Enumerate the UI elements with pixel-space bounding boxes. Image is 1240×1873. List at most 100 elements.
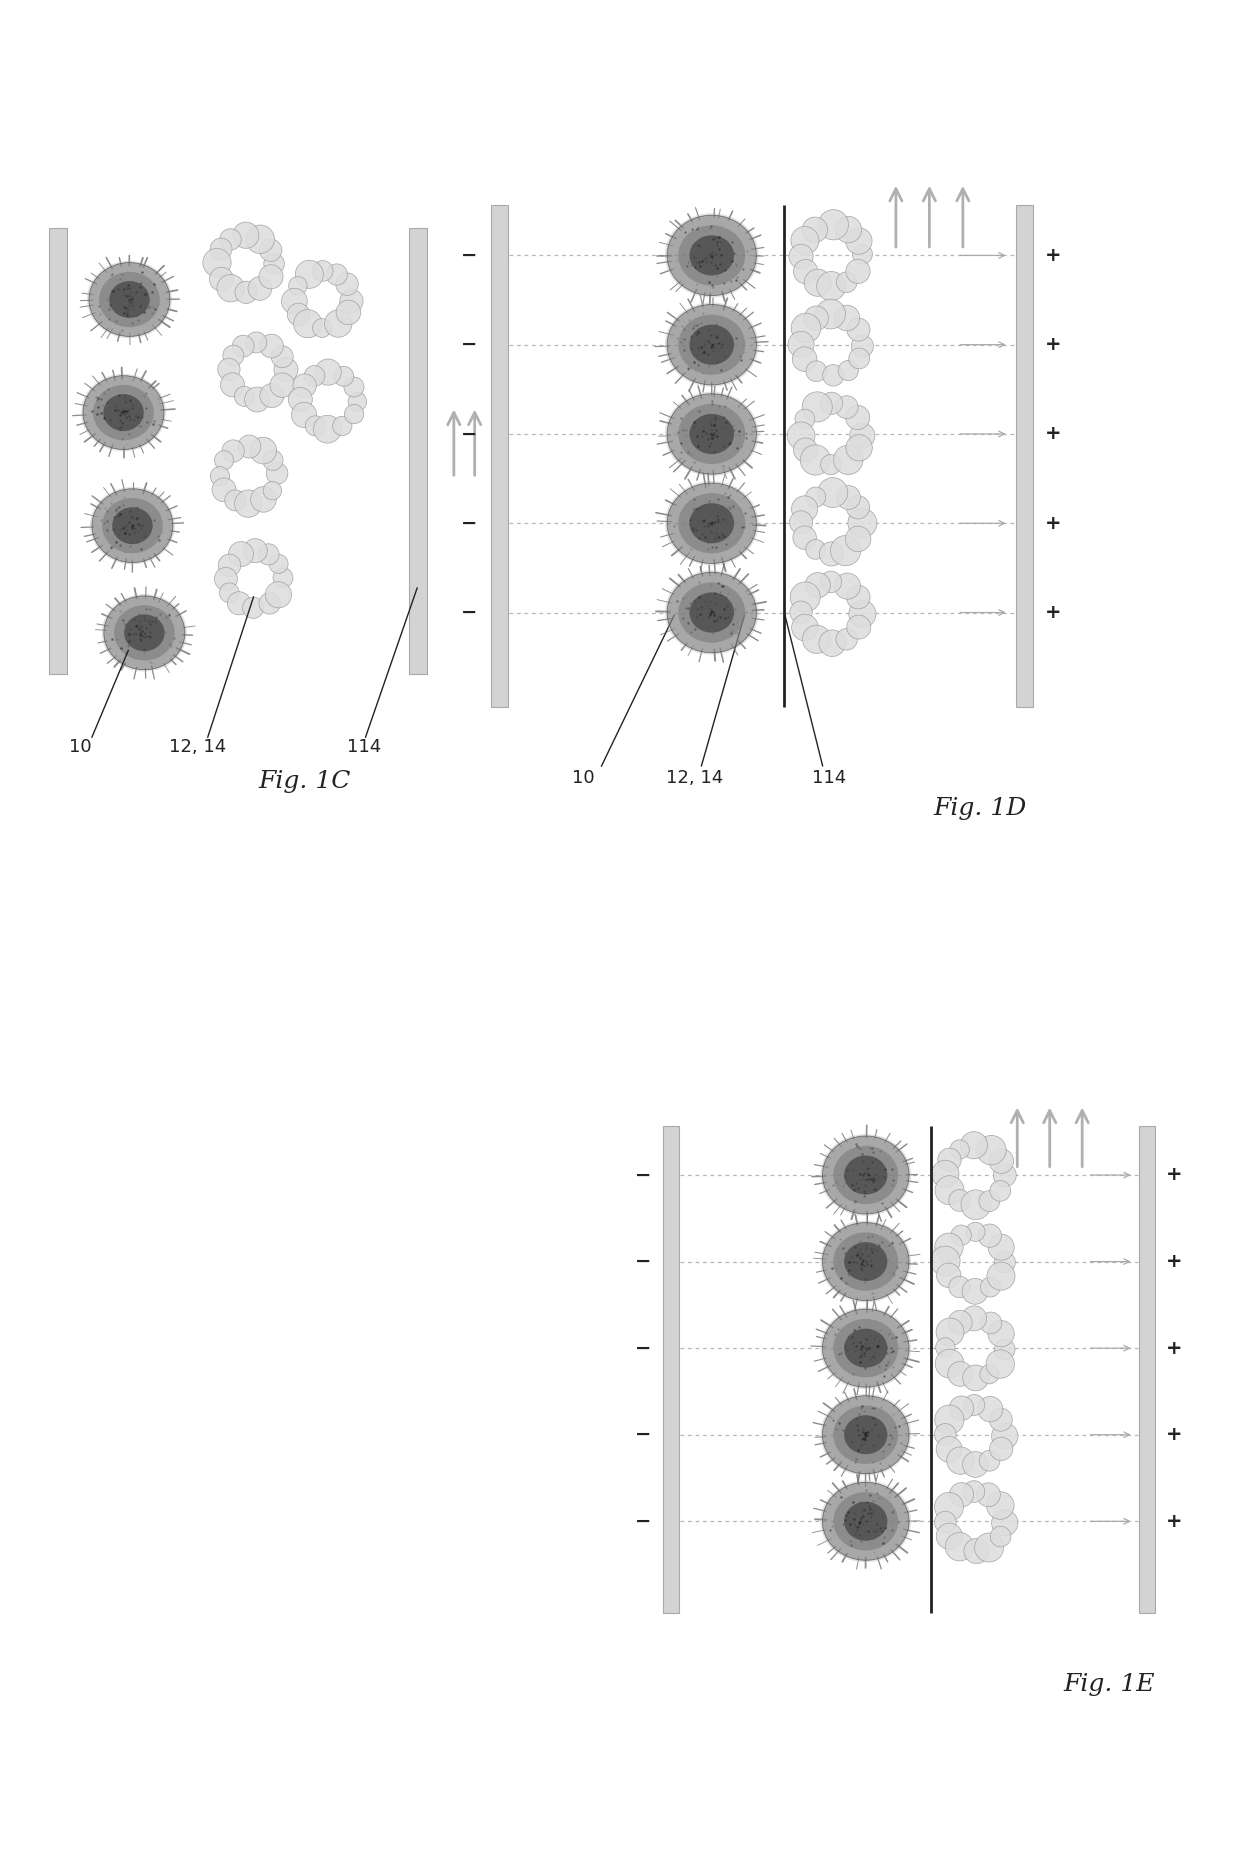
Circle shape (821, 455, 841, 474)
Circle shape (222, 440, 244, 463)
Ellipse shape (81, 375, 166, 451)
Circle shape (227, 592, 250, 614)
Circle shape (228, 541, 253, 566)
Circle shape (219, 583, 239, 603)
Circle shape (802, 217, 827, 242)
Circle shape (272, 347, 293, 367)
Ellipse shape (87, 260, 172, 339)
Circle shape (847, 614, 870, 639)
Circle shape (987, 1491, 1014, 1519)
Circle shape (258, 543, 279, 566)
Circle shape (312, 260, 334, 281)
Ellipse shape (833, 1319, 898, 1377)
Ellipse shape (833, 1493, 898, 1551)
Circle shape (267, 463, 288, 485)
Bar (1016, 206, 1033, 708)
Ellipse shape (114, 605, 175, 661)
Circle shape (336, 300, 361, 324)
Circle shape (802, 626, 831, 654)
Ellipse shape (89, 262, 170, 337)
Circle shape (211, 466, 229, 485)
Circle shape (246, 225, 274, 253)
Circle shape (815, 596, 848, 629)
Circle shape (336, 273, 358, 296)
Circle shape (791, 614, 818, 641)
Circle shape (332, 416, 352, 436)
Circle shape (791, 496, 817, 523)
Circle shape (315, 360, 341, 386)
Circle shape (848, 348, 869, 369)
Circle shape (961, 1189, 991, 1219)
Circle shape (806, 361, 827, 382)
Circle shape (269, 554, 288, 573)
Circle shape (219, 229, 242, 251)
Text: +: + (1045, 335, 1061, 354)
Ellipse shape (678, 315, 745, 375)
Ellipse shape (91, 487, 175, 564)
Circle shape (233, 223, 259, 249)
Circle shape (274, 358, 298, 382)
Circle shape (846, 229, 872, 255)
Ellipse shape (822, 1309, 909, 1388)
Ellipse shape (833, 1232, 898, 1290)
Circle shape (790, 511, 812, 534)
Ellipse shape (678, 405, 745, 465)
Ellipse shape (821, 1307, 911, 1390)
Ellipse shape (667, 215, 756, 296)
Circle shape (223, 345, 244, 365)
Ellipse shape (102, 498, 162, 553)
Circle shape (836, 272, 857, 292)
Ellipse shape (665, 303, 759, 388)
Circle shape (215, 568, 237, 590)
Ellipse shape (822, 1482, 909, 1560)
Text: −: − (461, 335, 477, 354)
Text: −: − (461, 425, 477, 444)
Circle shape (260, 384, 284, 408)
Circle shape (259, 592, 280, 614)
Circle shape (849, 423, 875, 448)
Circle shape (949, 1311, 972, 1334)
Circle shape (816, 300, 846, 330)
Text: Fig. 1C: Fig. 1C (259, 770, 351, 792)
Circle shape (305, 416, 325, 436)
Circle shape (959, 1504, 992, 1538)
Circle shape (792, 526, 816, 549)
Circle shape (993, 1163, 1017, 1187)
Circle shape (242, 356, 273, 386)
Ellipse shape (92, 489, 172, 562)
Text: 114: 114 (347, 738, 382, 757)
Circle shape (836, 395, 858, 418)
Circle shape (308, 285, 339, 315)
Ellipse shape (844, 1242, 888, 1281)
Circle shape (325, 309, 352, 337)
Circle shape (959, 1418, 992, 1452)
Circle shape (994, 1339, 1016, 1360)
Circle shape (990, 1408, 1012, 1431)
Circle shape (210, 268, 233, 292)
Circle shape (936, 1437, 962, 1463)
Circle shape (348, 391, 367, 410)
Circle shape (846, 258, 870, 283)
Circle shape (259, 333, 284, 358)
Circle shape (218, 554, 241, 577)
Circle shape (962, 1452, 988, 1478)
Text: −: − (635, 1425, 651, 1444)
Text: −: − (635, 1339, 651, 1358)
Circle shape (949, 1276, 970, 1298)
Circle shape (792, 347, 817, 371)
Circle shape (248, 277, 272, 300)
Circle shape (294, 309, 322, 337)
Circle shape (846, 526, 870, 553)
Circle shape (217, 275, 244, 302)
Circle shape (994, 1251, 1016, 1274)
Circle shape (805, 573, 831, 597)
Circle shape (820, 541, 843, 566)
Circle shape (962, 1279, 988, 1304)
Circle shape (289, 277, 308, 294)
Ellipse shape (102, 594, 187, 672)
Text: +: + (1166, 1425, 1183, 1444)
Circle shape (977, 1483, 1001, 1506)
Circle shape (980, 1450, 999, 1470)
Ellipse shape (99, 272, 160, 328)
Circle shape (935, 1349, 963, 1379)
